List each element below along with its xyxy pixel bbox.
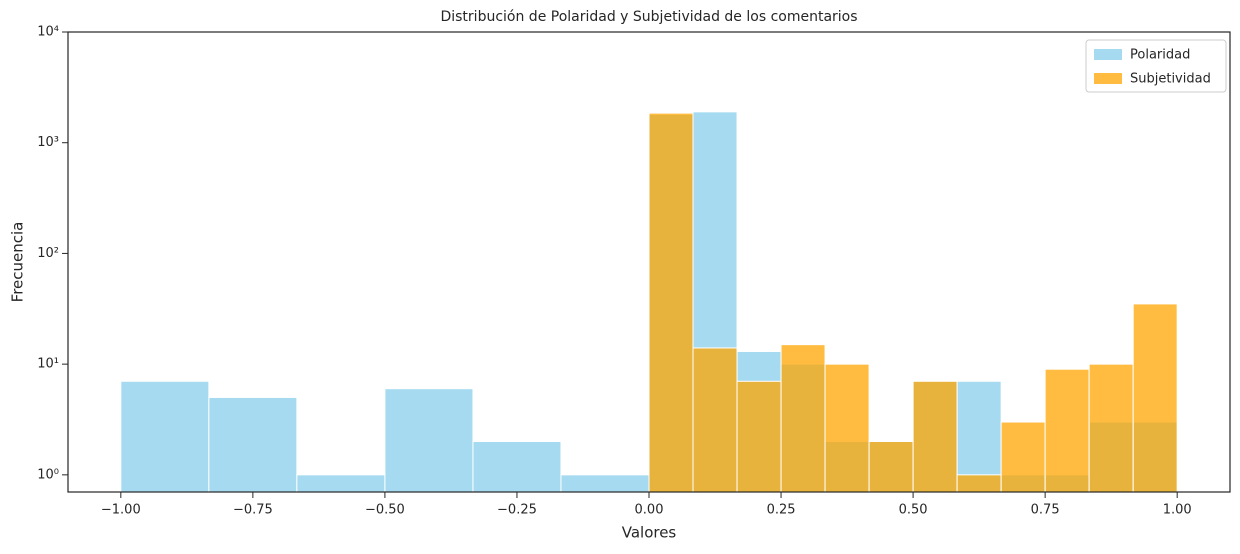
bar xyxy=(868,441,914,493)
x-tick-label: 0.00 xyxy=(635,503,664,518)
bar xyxy=(736,380,782,493)
x-tick-label: 0.50 xyxy=(899,503,928,518)
x-tick-label: −1.00 xyxy=(101,503,141,518)
bar xyxy=(208,396,298,493)
bar xyxy=(1044,368,1090,493)
bar xyxy=(296,474,386,493)
bar xyxy=(648,112,694,493)
y-tick-label: 10¹ xyxy=(37,357,59,372)
legend-label: Polaridad xyxy=(1130,48,1190,63)
x-tick-label: 1.00 xyxy=(1163,503,1192,518)
bar xyxy=(912,380,958,493)
bar xyxy=(1000,421,1046,493)
x-tick-label: −0.25 xyxy=(497,503,537,518)
x-tick-label: 0.75 xyxy=(1031,503,1060,518)
bar xyxy=(560,474,650,493)
bar xyxy=(956,474,1002,493)
bar xyxy=(1132,303,1178,493)
x-axis-label: Valores xyxy=(622,524,677,542)
legend-swatch xyxy=(1094,49,1122,60)
x-tick-label: −0.50 xyxy=(365,503,405,518)
bar xyxy=(692,347,738,493)
legend-swatch xyxy=(1094,73,1122,84)
bar xyxy=(780,344,826,493)
chart-title: Distribución de Polaridad y Subjetividad… xyxy=(440,9,857,25)
bar xyxy=(1088,363,1134,493)
bar xyxy=(824,363,870,493)
y-tick-label: 10⁴ xyxy=(37,25,59,40)
y-tick-label: 10³ xyxy=(37,135,59,150)
bar xyxy=(472,441,562,493)
x-tick-label: −0.75 xyxy=(233,503,273,518)
y-tick-label: 10⁰ xyxy=(37,467,59,482)
legend-label: Subjetividad xyxy=(1130,72,1211,87)
x-tick-label: 0.25 xyxy=(767,503,796,518)
bar xyxy=(120,380,210,493)
bar xyxy=(384,388,474,493)
y-axis-label: Frecuencia xyxy=(9,222,27,303)
y-tick-label: 10² xyxy=(37,246,59,261)
